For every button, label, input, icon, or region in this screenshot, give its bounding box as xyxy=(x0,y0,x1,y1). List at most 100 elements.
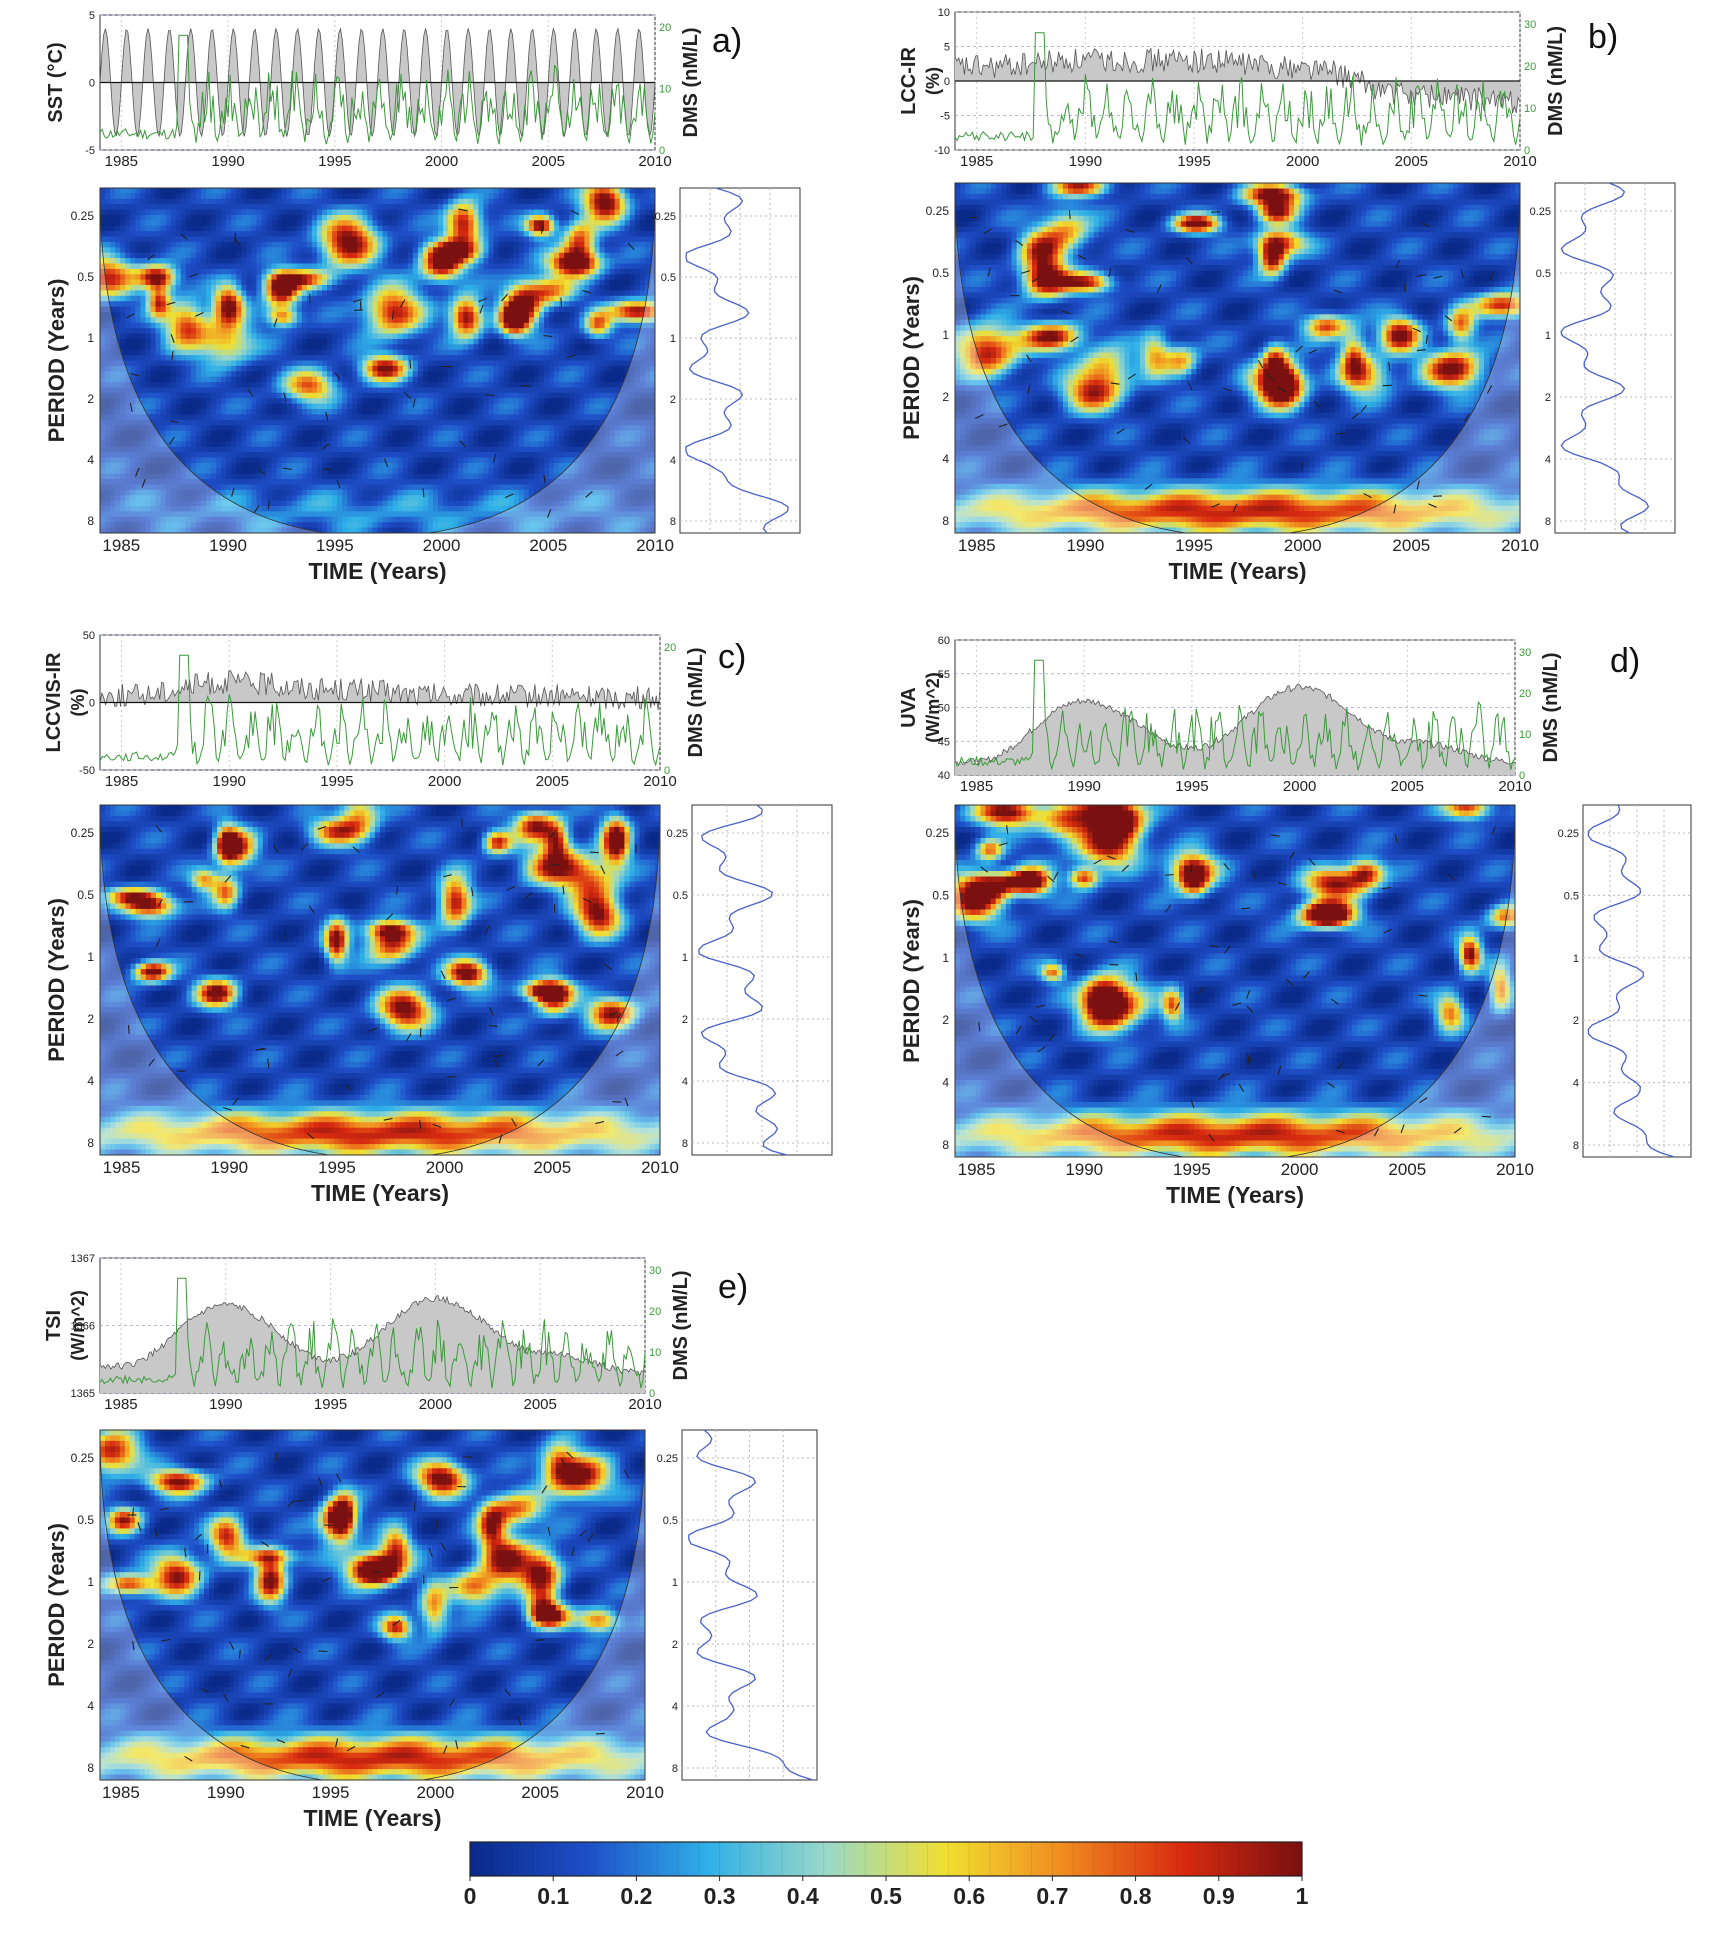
phase-arrow xyxy=(1363,492,1372,499)
phase-arrow xyxy=(336,1473,342,1483)
phase-arrow xyxy=(267,1058,270,1068)
global-period-tick: 8 xyxy=(670,516,676,528)
series-tick-label: 60 xyxy=(938,635,950,647)
series-area-c xyxy=(100,670,660,710)
global-line-b xyxy=(1560,182,1650,534)
phase-arrow xyxy=(1185,256,1193,265)
phase-arrow xyxy=(306,1132,315,1140)
period-tick-label: 0.5 xyxy=(932,888,949,902)
dms-tick-label: 20 xyxy=(1519,688,1531,700)
phase-arrow xyxy=(1187,382,1193,391)
global-period-tick: 1 xyxy=(672,1577,678,1589)
period-tick-label: 8 xyxy=(87,1761,94,1775)
phase-arrow xyxy=(1221,1072,1230,1079)
phase-arrow xyxy=(595,1120,605,1125)
phase-arrow xyxy=(983,228,992,235)
series-tick-label: 1366 xyxy=(71,1321,95,1333)
phase-arrow xyxy=(535,1639,545,1641)
phase-arrow xyxy=(1295,345,1303,353)
phase-arrow xyxy=(498,1134,503,1144)
period-tick-label: 0.25 xyxy=(71,1451,95,1465)
phase-arrow xyxy=(353,309,363,311)
dms-tick-label: 20 xyxy=(649,1306,661,1318)
phase-arrow xyxy=(171,351,174,361)
phase-arrow xyxy=(600,865,606,874)
phase-arrow xyxy=(1165,904,1171,913)
phase-arrow xyxy=(391,310,395,320)
wavelet-year-tick: 1995 xyxy=(1175,536,1213,555)
phase-arrow xyxy=(1031,276,1040,283)
phase-arrow xyxy=(616,1013,622,1022)
phase-arrow xyxy=(1421,222,1431,228)
phase-arrow xyxy=(1266,374,1275,381)
phase-arrow xyxy=(1037,1046,1046,1053)
phase-arrow xyxy=(1326,1082,1336,1089)
phase-arrow xyxy=(137,1522,142,1531)
phase-arrow xyxy=(155,824,163,833)
series-ylabel-a: SST (°C) xyxy=(45,42,67,122)
period-tick-label: 2 xyxy=(942,1013,949,1027)
phase-arrow xyxy=(504,493,514,499)
period-tick-label: 0.5 xyxy=(77,888,94,902)
series-year-tick: 1985 xyxy=(105,153,138,170)
panel-label-c: c) xyxy=(718,638,746,676)
phase-arrow xyxy=(276,1738,286,1744)
phase-arrow xyxy=(1106,855,1116,860)
dms-ylabel-b: DMS (nM/L) xyxy=(1545,26,1567,136)
phase-arrow xyxy=(159,1507,169,1511)
dms-tick-label: 10 xyxy=(649,1347,661,1359)
phase-arrow xyxy=(146,254,155,261)
phase-arrow xyxy=(446,997,456,1002)
series-ylabel-line2-b: (%) xyxy=(923,67,943,95)
phase-arrow xyxy=(484,925,490,935)
series-year-tick: 2010 xyxy=(638,153,671,170)
dms-tick-label: 10 xyxy=(1524,103,1536,115)
phase-arrow xyxy=(318,1650,328,1652)
phase-arrow xyxy=(540,224,545,234)
phase-arrow xyxy=(615,1050,624,1057)
phase-arrow xyxy=(587,1533,594,1542)
wavelet-year-tick: 2005 xyxy=(521,1783,559,1802)
phase-arrow xyxy=(392,1619,401,1627)
phase-arrow xyxy=(1035,1004,1045,1008)
phase-arrow xyxy=(148,1058,155,1067)
phase-arrow xyxy=(1403,282,1406,292)
phase-arrow xyxy=(550,863,560,866)
series-tick-label: 0 xyxy=(89,78,95,90)
phase-arrow xyxy=(493,1054,503,1058)
phase-arrow xyxy=(258,468,266,476)
phase-arrow xyxy=(141,479,146,488)
series-year-tick: 2005 xyxy=(536,773,569,790)
phase-arrow xyxy=(571,1546,575,1556)
phase-arrow xyxy=(1026,354,1032,363)
phase-arrow xyxy=(231,487,235,497)
wavelet-year-tick: 1985 xyxy=(958,1160,996,1179)
phase-arrow xyxy=(624,1097,629,1107)
series-year-tick: 2010 xyxy=(1498,778,1531,795)
phase-arrow xyxy=(1006,825,1009,835)
phase-arrow xyxy=(166,301,176,306)
phase-arrow xyxy=(1335,1129,1345,1134)
wavelet-year-tick: 2000 xyxy=(1284,536,1322,555)
phase-arrow xyxy=(440,1542,447,1551)
phase-arrow xyxy=(1125,229,1135,234)
series-line-e xyxy=(99,1294,646,1377)
phase-arrow xyxy=(479,304,484,314)
global-period-tick: 0.25 xyxy=(1530,206,1551,218)
phase-arrow xyxy=(422,488,425,498)
phase-arrow xyxy=(352,298,362,303)
phase-arrow xyxy=(308,905,315,914)
phase-arrow xyxy=(1222,387,1232,392)
phase-arrow xyxy=(1285,978,1294,986)
colorbar-tick-label: 1 xyxy=(1296,1883,1309,1909)
phase-arrow xyxy=(1308,349,1318,354)
global-period-tick: 0.5 xyxy=(661,272,676,284)
global-spectrum-d: 0.25 0.5 1 2 4 8 xyxy=(1558,804,1692,1158)
phase-arrow xyxy=(368,1027,378,1032)
phase-arrow xyxy=(129,402,133,413)
series-line-c xyxy=(99,670,661,711)
phase-arrow xyxy=(273,318,278,328)
panel-label-e: e) xyxy=(718,1268,748,1306)
